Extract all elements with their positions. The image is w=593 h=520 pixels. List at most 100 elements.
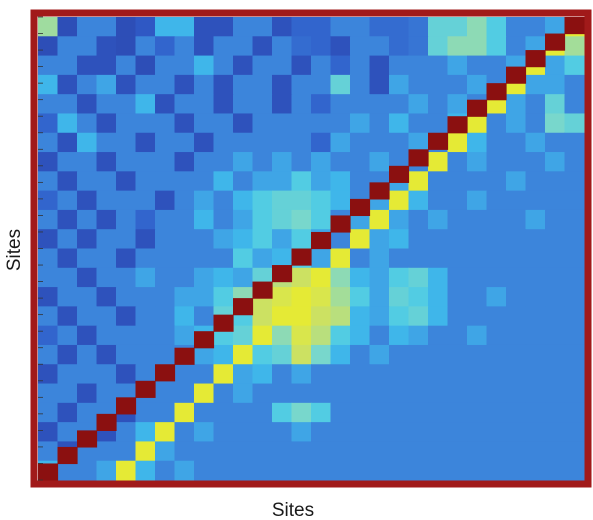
heatmap-cell: [369, 209, 390, 230]
heatmap-cell: [135, 460, 156, 481]
heatmap-cell: [428, 306, 449, 327]
heatmap-cell: [311, 267, 332, 288]
heatmap-cell: [350, 267, 371, 288]
heatmap-cell: [174, 113, 195, 134]
heatmap-cell: [272, 364, 293, 385]
heatmap-cell: [96, 344, 117, 365]
heatmap-cell: [408, 55, 429, 76]
heatmap-cell: [506, 402, 527, 423]
heatmap-cell: [252, 171, 273, 192]
heatmap-cell: [486, 306, 507, 327]
heatmap-cell: [369, 306, 390, 327]
diagonal-cell: [525, 50, 546, 68]
heatmap-cell: [116, 267, 137, 288]
heatmap-cell: [564, 267, 585, 288]
heatmap-cell: [311, 460, 332, 481]
heatmap-cell: [467, 171, 488, 192]
heatmap-cell: [174, 402, 195, 423]
heatmap-cell: [174, 17, 195, 37]
heatmap-cell: [77, 94, 98, 115]
heatmap-cell: [408, 402, 429, 423]
heatmap-cell: [369, 132, 390, 153]
heatmap-cell: [252, 36, 273, 57]
heatmap-cell: [174, 325, 195, 346]
heatmap-cell: [467, 364, 488, 385]
heatmap-cell: [389, 325, 410, 346]
heatmap-cell: [389, 36, 410, 57]
heatmap-cell: [174, 74, 195, 95]
diagonal-cell: [330, 215, 351, 233]
heatmap-cell: [350, 460, 371, 481]
heatmap-cell: [467, 267, 488, 288]
heatmap-cell: [506, 36, 527, 57]
heatmap-cell: [350, 325, 371, 346]
heatmap-cell: [564, 287, 585, 307]
heatmap-cell: [116, 113, 137, 134]
diagonal-cell: [233, 298, 254, 316]
heatmap-cell: [525, 209, 546, 230]
heatmap-cell: [194, 287, 215, 307]
heatmap-cell: [252, 229, 273, 250]
heatmap-cell: [38, 422, 59, 443]
heatmap-cell: [506, 422, 527, 443]
heatmap-cell: [311, 94, 332, 115]
heatmap-cell: [233, 383, 254, 404]
heatmap-cell: [564, 306, 585, 327]
heatmap-cell: [389, 287, 410, 307]
heatmap-cell: [564, 248, 585, 269]
heatmap-cell: [291, 460, 312, 481]
heatmap-cell: [564, 171, 585, 192]
heatmap-cell: [38, 383, 59, 404]
heatmap-cell: [155, 17, 176, 37]
heatmap-cell: [545, 460, 566, 481]
heatmap-cell: [116, 94, 137, 115]
heatmap-cell: [408, 113, 429, 134]
heatmap-cell: [96, 383, 117, 404]
heatmap-cell: [57, 55, 78, 76]
heatmap-cell: [428, 422, 449, 443]
heatmap-cell: [506, 325, 527, 346]
heatmap-cell: [467, 55, 488, 76]
heatmap-cell: [116, 171, 137, 192]
heatmap-cell: [194, 152, 215, 172]
heatmap-cell: [272, 441, 293, 462]
heatmap-cell: [194, 74, 215, 95]
heatmap-cell: [545, 383, 566, 404]
heatmap-cell: [291, 209, 312, 230]
heatmap-cell: [272, 248, 293, 269]
heatmap-cell: [116, 306, 137, 327]
heatmap-cell: [525, 229, 546, 250]
heatmap-cell: [408, 229, 429, 250]
heatmap-cell: [506, 113, 527, 134]
heatmap-cell: [272, 55, 293, 76]
heatmap-cell: [428, 325, 449, 346]
heatmap-cell: [272, 422, 293, 443]
heatmap-cell: [311, 209, 332, 230]
heatmap-cell: [467, 190, 488, 211]
heatmap-cell: [428, 460, 449, 481]
heatmap-cell: [233, 209, 254, 230]
heatmap-cell: [369, 152, 390, 172]
heatmap-cell: [96, 229, 117, 250]
heatmap-cell: [506, 267, 527, 288]
heatmap-cell: [330, 267, 351, 288]
heatmap-cell: [525, 383, 546, 404]
heatmap-cell: [389, 402, 410, 423]
heatmap-cell: [486, 17, 507, 37]
heatmap-cell: [525, 113, 546, 134]
heatmap-cell: [467, 441, 488, 462]
heatmap-cell: [330, 306, 351, 327]
heatmap-cell: [38, 132, 59, 153]
heatmap-cell: [291, 74, 312, 95]
heatmap-cell: [116, 441, 137, 462]
heatmap-cell: [174, 171, 195, 192]
heatmap-cell: [77, 325, 98, 346]
heatmap-cell: [467, 17, 488, 37]
heatmap-cell: [77, 364, 98, 385]
heatmap-cell: [233, 132, 254, 153]
heatmap-cell: [38, 36, 59, 57]
heatmap-cell: [155, 36, 176, 57]
heatmap-cell: [525, 325, 546, 346]
heatmap-cell: [428, 55, 449, 76]
heatmap-cell: [233, 441, 254, 462]
